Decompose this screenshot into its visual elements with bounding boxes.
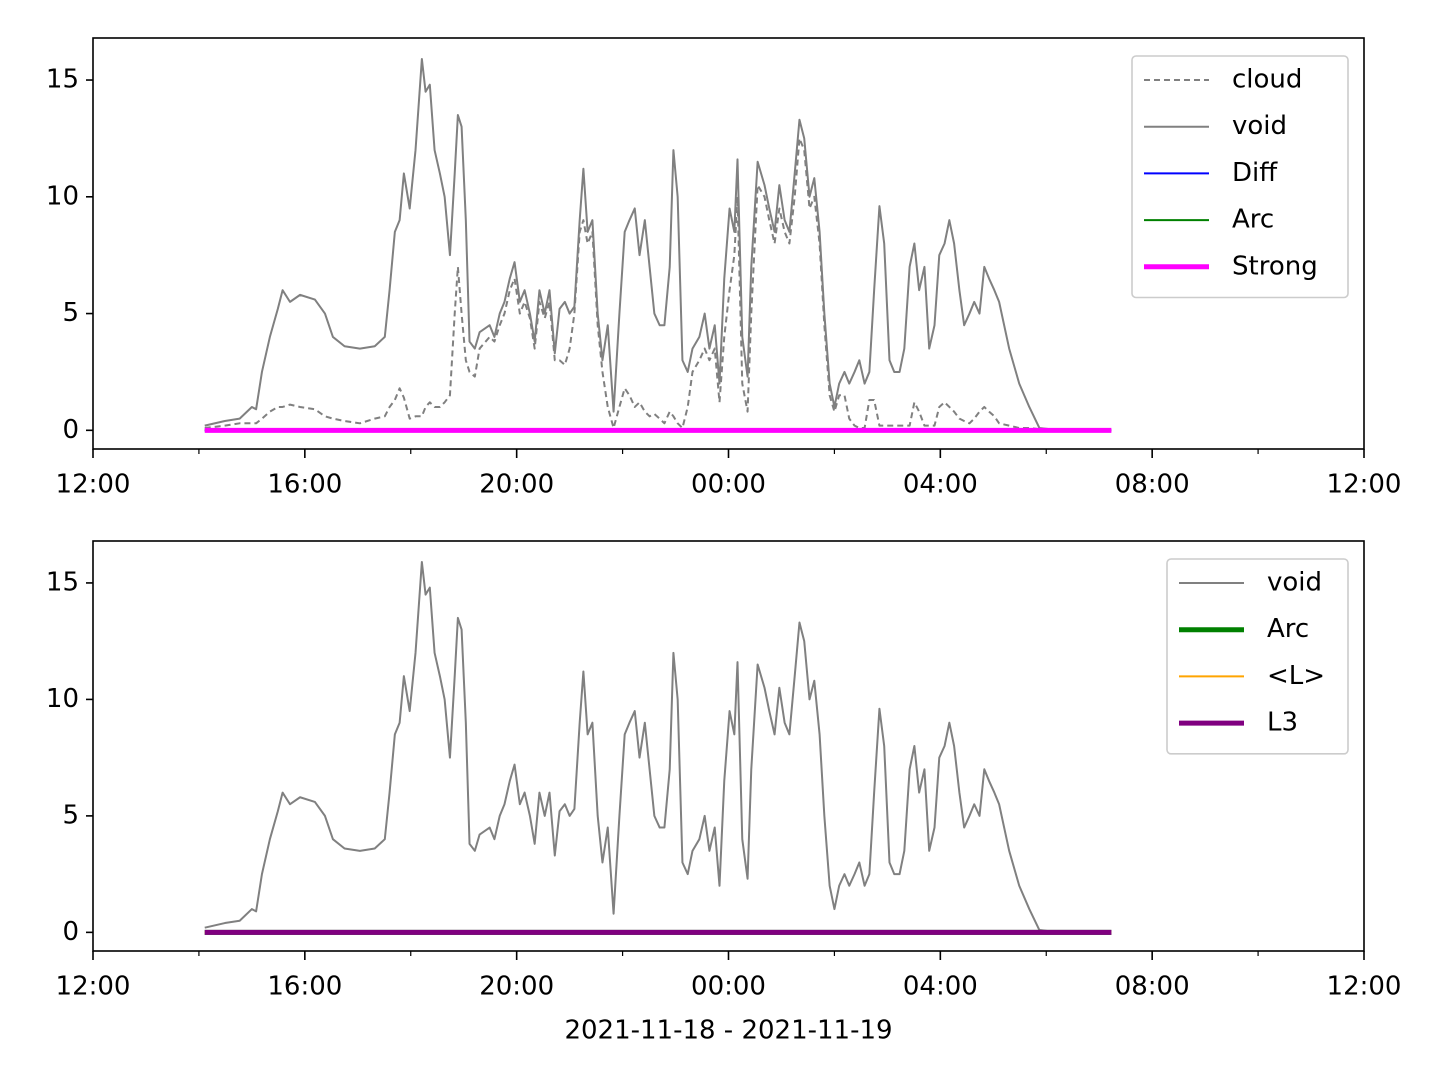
- series-line: [204, 137, 1110, 432]
- x-tick-label: 04:00: [903, 470, 978, 500]
- y-tick-label: 5: [62, 298, 79, 328]
- x-tick-label: 20:00: [479, 972, 554, 1002]
- x-tick-label: 12:00: [1327, 470, 1402, 500]
- x-tick-label: 16:00: [267, 972, 342, 1002]
- legend-label: L3: [1267, 708, 1298, 738]
- series-line: [204, 58, 1110, 432]
- legend-label: void: [1232, 111, 1287, 141]
- y-tick-label: 15: [46, 567, 79, 597]
- legend-label: Diff: [1232, 158, 1278, 188]
- legend-box: [1131, 55, 1349, 299]
- x-tick-label: 04:00: [903, 972, 978, 1002]
- y-tick-label: 5: [62, 800, 79, 830]
- legend-label: <L>: [1267, 661, 1325, 691]
- x-tick-label: 08:00: [1115, 470, 1190, 500]
- x-tick-label: 16:00: [267, 470, 342, 500]
- x-tick-label: 00:00: [691, 470, 766, 500]
- y-tick-label: 15: [46, 65, 79, 95]
- x-tick-label: 12:00: [56, 972, 131, 1002]
- legend-label: Arc: [1232, 205, 1274, 235]
- y-tick-label: 0: [62, 415, 79, 445]
- legend-label: void: [1267, 568, 1322, 598]
- x-tick-label: 08:00: [1115, 972, 1190, 1002]
- legend-label: Strong: [1232, 251, 1318, 281]
- x-axis-label: 2021-11-18 - 2021-11-19: [564, 1016, 892, 1046]
- legend-label: Arc: [1267, 614, 1309, 644]
- x-tick-label: 20:00: [479, 470, 554, 500]
- x-tick-label: 12:00: [56, 470, 131, 500]
- y-tick-label: 10: [46, 181, 79, 211]
- legend-label: cloud: [1232, 65, 1302, 95]
- series-line: [204, 560, 1110, 934]
- y-tick-label: 0: [62, 917, 79, 947]
- y-tick-label: 10: [46, 684, 79, 714]
- x-tick-label: 12:00: [1327, 972, 1402, 1002]
- legend-box: [1166, 558, 1349, 755]
- x-tick-label: 00:00: [691, 972, 766, 1002]
